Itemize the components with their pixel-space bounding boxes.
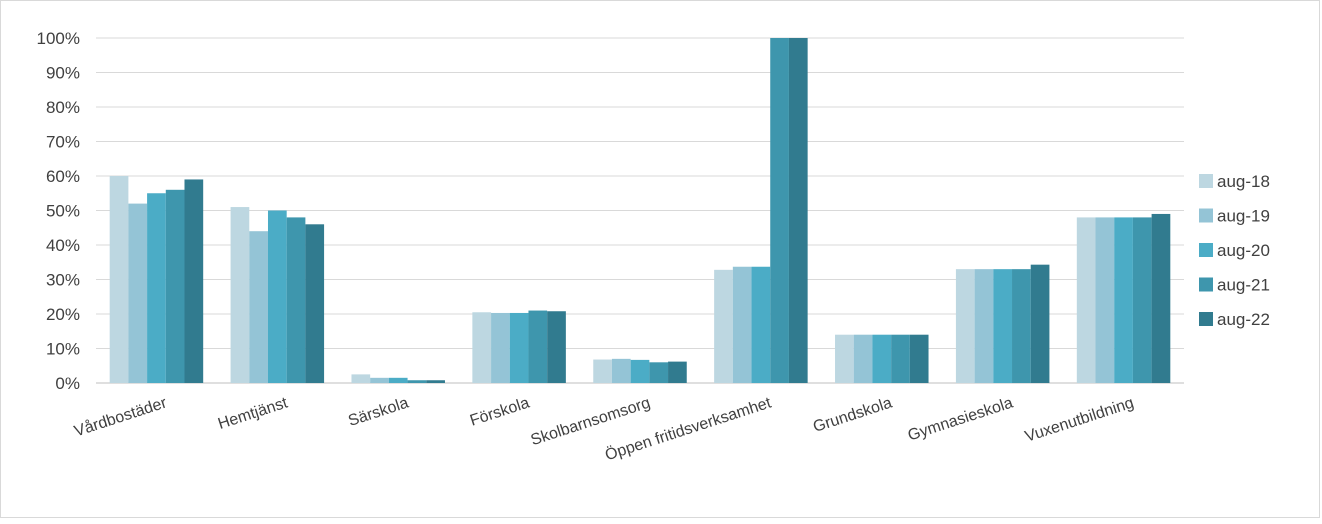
legend-label: aug-20 — [1217, 241, 1270, 260]
bar — [305, 224, 325, 383]
bar — [426, 380, 445, 383]
bar — [491, 312, 510, 383]
bar — [788, 38, 808, 383]
bar — [649, 362, 669, 383]
bar — [109, 176, 129, 383]
bar — [853, 334, 873, 383]
bar — [611, 358, 631, 383]
bar — [1095, 217, 1115, 383]
bar — [974, 269, 994, 383]
bar — [732, 266, 752, 383]
bar — [1132, 217, 1152, 383]
bar — [770, 38, 789, 383]
legend: aug-18 aug-19 aug-20 aug-21 aug-22 — [1199, 172, 1270, 329]
x-tick-label: Hemtjänst — [216, 394, 290, 433]
bar — [147, 193, 166, 383]
legend-swatch — [1199, 312, 1213, 326]
y-tick-label: 90% — [46, 64, 80, 83]
bar — [286, 217, 306, 383]
bar — [370, 377, 389, 383]
y-tick-label: 0% — [55, 374, 80, 393]
bar — [1076, 217, 1096, 383]
bar — [249, 231, 268, 383]
bar — [955, 269, 975, 383]
bar — [1151, 213, 1171, 383]
bar — [714, 269, 733, 383]
bar — [1030, 264, 1050, 383]
y-tick-label: 40% — [46, 236, 80, 255]
legend-swatch — [1199, 174, 1213, 188]
legend-swatch — [1199, 277, 1213, 292]
bar — [184, 179, 204, 383]
bar — [230, 207, 250, 383]
x-tick-label: Vårdbostäder — [72, 393, 170, 440]
y-axis-ticks: 0% 10% 20% 30% 40% 50% 60% 70% 80% 90% 100% — [37, 29, 80, 393]
bar — [891, 334, 910, 383]
x-tick-label: Gymnasieskola — [906, 395, 1015, 445]
y-tick-label: 50% — [46, 202, 80, 221]
bar — [509, 312, 529, 383]
bar — [872, 334, 892, 383]
bar — [668, 361, 687, 383]
bar — [407, 380, 427, 383]
bar — [547, 311, 566, 383]
legend-label: aug-21 — [1217, 276, 1270, 295]
x-tick-label: Vuxenutbildning — [1023, 395, 1136, 446]
bars — [109, 38, 1171, 384]
bar — [909, 334, 929, 383]
x-tick-label: Särskola — [346, 395, 411, 430]
legend-swatch — [1199, 208, 1213, 223]
legend-label: aug-19 — [1217, 207, 1270, 226]
bar — [835, 334, 854, 383]
bar — [993, 269, 1013, 383]
bar — [472, 312, 492, 383]
x-axis-ticks: Vårdbostäder Hemtjänst Särskola FörskolaSko… — [72, 393, 1136, 464]
y-tick-label: 60% — [46, 167, 80, 186]
y-tick-label: 20% — [46, 305, 80, 324]
legend-label: aug-22 — [1217, 310, 1270, 329]
y-tick-label: 10% — [46, 340, 80, 359]
y-tick-label: 70% — [46, 133, 80, 152]
y-tick-label: 100% — [37, 29, 80, 48]
y-tick-label: 80% — [46, 98, 80, 117]
y-tick-label: 30% — [46, 271, 80, 290]
x-tick-label: Förskola — [468, 395, 532, 430]
bar — [1114, 217, 1133, 383]
legend-label: aug-18 — [1217, 172, 1270, 191]
bar — [165, 189, 185, 383]
bar — [528, 310, 548, 383]
bar — [751, 266, 771, 383]
x-tick-label: Grundskola — [811, 395, 894, 436]
bar — [593, 359, 612, 383]
bar — [351, 374, 371, 384]
legend-swatch — [1199, 243, 1213, 257]
bar — [128, 203, 148, 383]
bar — [630, 359, 650, 383]
bar — [388, 377, 408, 383]
bar — [1012, 269, 1031, 383]
bar — [267, 210, 287, 383]
